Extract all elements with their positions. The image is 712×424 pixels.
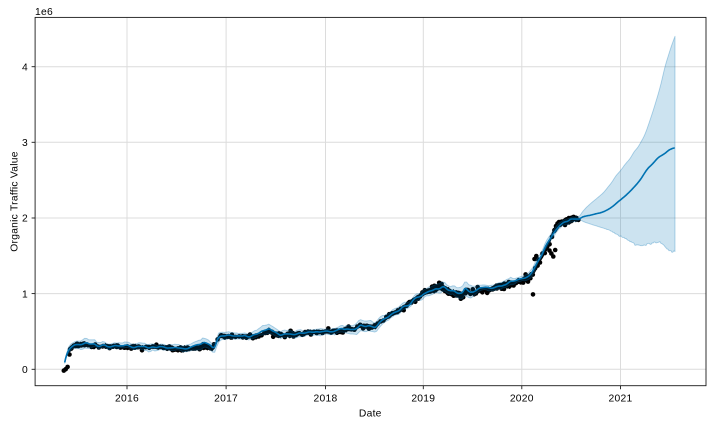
svg-text:2021: 2021 xyxy=(609,393,633,404)
svg-text:4: 4 xyxy=(22,62,28,73)
svg-text:2018: 2018 xyxy=(314,393,338,404)
svg-text:2016: 2016 xyxy=(115,393,139,404)
svg-text:2019: 2019 xyxy=(411,393,435,404)
svg-text:2017: 2017 xyxy=(214,393,238,404)
svg-text:0: 0 xyxy=(22,365,28,376)
svg-text:2: 2 xyxy=(22,214,28,225)
svg-text:1e6: 1e6 xyxy=(35,7,53,18)
svg-text:Date: Date xyxy=(359,408,382,419)
svg-text:1: 1 xyxy=(22,289,28,300)
svg-text:Organic Traffic Value: Organic Traffic Value xyxy=(9,151,20,251)
svg-text:2020: 2020 xyxy=(510,393,534,404)
svg-text:3: 3 xyxy=(22,138,28,149)
